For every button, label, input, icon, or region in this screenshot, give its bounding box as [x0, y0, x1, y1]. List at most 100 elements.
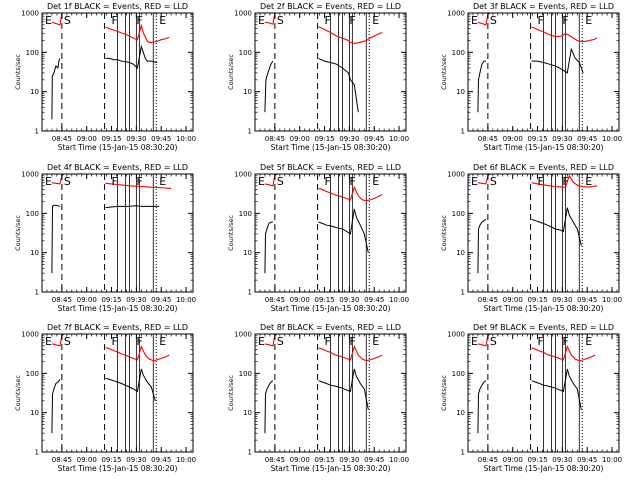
x-tick-label: 10:00: [602, 135, 622, 143]
x-axis-label: Start Time (15-Jan-15 08:30:20): [484, 464, 604, 473]
y-axis-label: Counts/sec: [227, 375, 235, 411]
y-tick-label: 1000: [234, 331, 252, 339]
y-tick-label: 1: [461, 128, 465, 136]
x-tick-label: 09:30: [126, 135, 146, 143]
interval-marker-e: E: [372, 175, 379, 188]
y-tick-label: 100: [239, 210, 252, 218]
y-tick-label: 1: [248, 128, 252, 136]
y-axis-label: Counts/sec: [440, 375, 448, 411]
y-tick-label: 1: [461, 289, 465, 297]
plot-area: [264, 13, 383, 131]
y-tick-label: 10: [456, 249, 465, 257]
x-tick-label: 09:30: [126, 296, 146, 304]
x-tick-label: 09:30: [552, 456, 572, 464]
x-tick-label: 09:45: [151, 296, 171, 304]
x-tick-label: 08:45: [478, 296, 498, 304]
x-tick-label: 09:30: [339, 135, 359, 143]
x-tick-label: 08:45: [265, 296, 285, 304]
interval-marker-f: F: [349, 14, 355, 27]
interval-marker-s: S: [277, 14, 284, 27]
x-tick-label: 09:00: [503, 135, 523, 143]
x-tick-label: 09:30: [552, 135, 572, 143]
interval-marker-f: F: [325, 14, 331, 27]
plot-frame: [467, 333, 620, 453]
y-axis-label: Counts/sec: [227, 54, 235, 90]
x-tick-label: 09:30: [126, 456, 146, 464]
plot-area: [51, 13, 170, 131]
panel-title: Det 7f BLACK = Events, RED = LLD: [47, 323, 188, 332]
y-tick-label: 1000: [21, 331, 39, 339]
interval-marker-e: E: [471, 175, 478, 188]
y-tick-label: 100: [239, 49, 252, 57]
interval-marker-e: E: [45, 175, 52, 188]
interval-marker-f: F: [538, 175, 544, 188]
x-tick-label: 10:00: [602, 296, 622, 304]
lld-series-line: [318, 26, 383, 44]
events-series-line: [318, 208, 369, 253]
panel-title: Det 2f BLACK = Events, RED = LLD: [260, 2, 401, 11]
x-axis-label: Start Time (15-Jan-15 08:30:20): [484, 304, 604, 313]
interval-marker-f: F: [112, 175, 118, 188]
plot-frame: [41, 333, 194, 453]
y-tick-label: 1: [35, 289, 39, 297]
plot-area: [264, 334, 383, 452]
lld-series-line: [105, 182, 172, 189]
y-tick-label: 1000: [447, 10, 465, 18]
x-tick-label: 09:00: [77, 296, 97, 304]
x-axis-label: Start Time (15-Jan-15 08:30:20): [484, 143, 604, 152]
interval-marker-f: F: [112, 335, 118, 348]
x-tick-label: 09:15: [314, 456, 334, 464]
lld-series-line: [51, 334, 66, 347]
x-tick-label: 10:00: [176, 135, 196, 143]
panel-title: Det 8f BLACK = Events, RED = LLD: [260, 323, 401, 332]
interval-marker-e: E: [471, 335, 478, 348]
x-tick-label: 09:30: [339, 296, 359, 304]
events-series-line: [477, 380, 487, 434]
y-axis-label: Counts/sec: [14, 54, 22, 90]
lld-series-line: [531, 344, 596, 362]
x-axis-label: Start Time (15-Jan-15 08:30:20): [58, 464, 178, 473]
events-series-line: [264, 221, 273, 274]
x-tick-label: 10:00: [176, 296, 196, 304]
x-tick-label: 10:00: [176, 456, 196, 464]
interval-marker-s: S: [64, 14, 71, 27]
interval-marker-f: F: [349, 175, 355, 188]
x-tick-label: 09:15: [314, 135, 334, 143]
interval-marker-s: S: [490, 175, 497, 188]
x-tick-label: 09:15: [101, 456, 121, 464]
y-tick-label: 10: [30, 249, 39, 257]
interval-marker-e: E: [471, 14, 478, 27]
interval-marker-f: F: [562, 175, 568, 188]
lld-series-line: [477, 174, 492, 185]
x-tick-label: 09:45: [577, 135, 597, 143]
lld-series-line: [318, 344, 383, 362]
interval-marker-e: E: [585, 175, 592, 188]
interval-marker-f: F: [538, 14, 544, 27]
lld-series-line: [105, 344, 170, 362]
x-axis-label: Start Time (15-Jan-15 08:30:20): [58, 304, 178, 313]
interval-marker-f: F: [136, 335, 142, 348]
y-tick-label: 1: [248, 289, 252, 297]
lld-series-line: [105, 23, 170, 43]
x-tick-label: 10:00: [602, 456, 622, 464]
y-tick-label: 1000: [234, 10, 252, 18]
x-tick-label: 10:00: [389, 296, 409, 304]
interval-marker-e: E: [372, 335, 379, 348]
interval-marker-e: E: [258, 14, 265, 27]
y-tick-label: 100: [452, 210, 465, 218]
events-series-line: [531, 368, 582, 410]
x-tick-label: 09:30: [552, 296, 572, 304]
x-tick-label: 09:15: [527, 296, 547, 304]
x-tick-label: 10:00: [389, 456, 409, 464]
x-tick-label: 09:00: [290, 135, 310, 143]
y-axis-label: Counts/sec: [14, 375, 22, 411]
y-tick-label: 1000: [234, 171, 252, 179]
x-tick-label: 08:45: [52, 296, 72, 304]
